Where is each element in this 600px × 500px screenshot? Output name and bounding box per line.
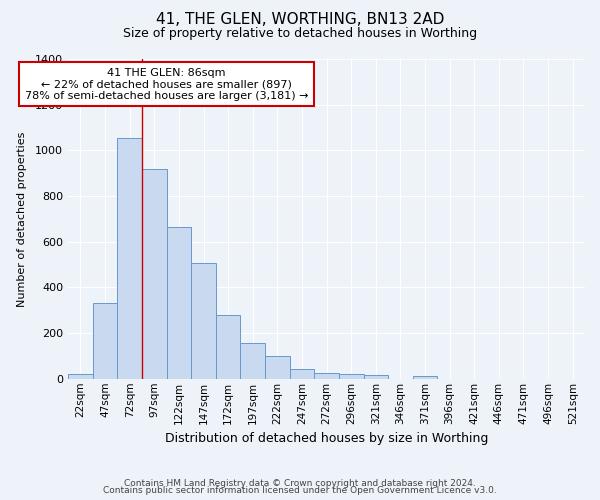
Text: Contains HM Land Registry data © Crown copyright and database right 2024.: Contains HM Land Registry data © Crown c… [124,478,476,488]
Bar [191,264,216,379]
Text: Contains public sector information licensed under the Open Government Licence v3: Contains public sector information licen… [103,486,497,495]
Bar [290,369,314,379]
Bar [265,356,290,379]
Text: 41 THE GLEN: 86sqm
← 22% of detached houses are smaller (897)
78% of semi-detach: 41 THE GLEN: 86sqm ← 22% of detached hou… [25,68,308,100]
Bar [314,373,339,379]
Bar [339,374,364,379]
Bar [216,315,241,379]
Bar [142,168,167,379]
X-axis label: Distribution of detached houses by size in Worthing: Distribution of detached houses by size … [165,432,488,445]
Bar [118,138,142,379]
Bar [167,227,191,379]
Bar [241,344,265,379]
Y-axis label: Number of detached properties: Number of detached properties [17,131,27,306]
Text: 41, THE GLEN, WORTHING, BN13 2AD: 41, THE GLEN, WORTHING, BN13 2AD [156,12,444,28]
Bar [364,376,388,379]
Bar [413,376,437,379]
Bar [68,374,93,379]
Text: Size of property relative to detached houses in Worthing: Size of property relative to detached ho… [123,28,477,40]
Bar [93,304,118,379]
